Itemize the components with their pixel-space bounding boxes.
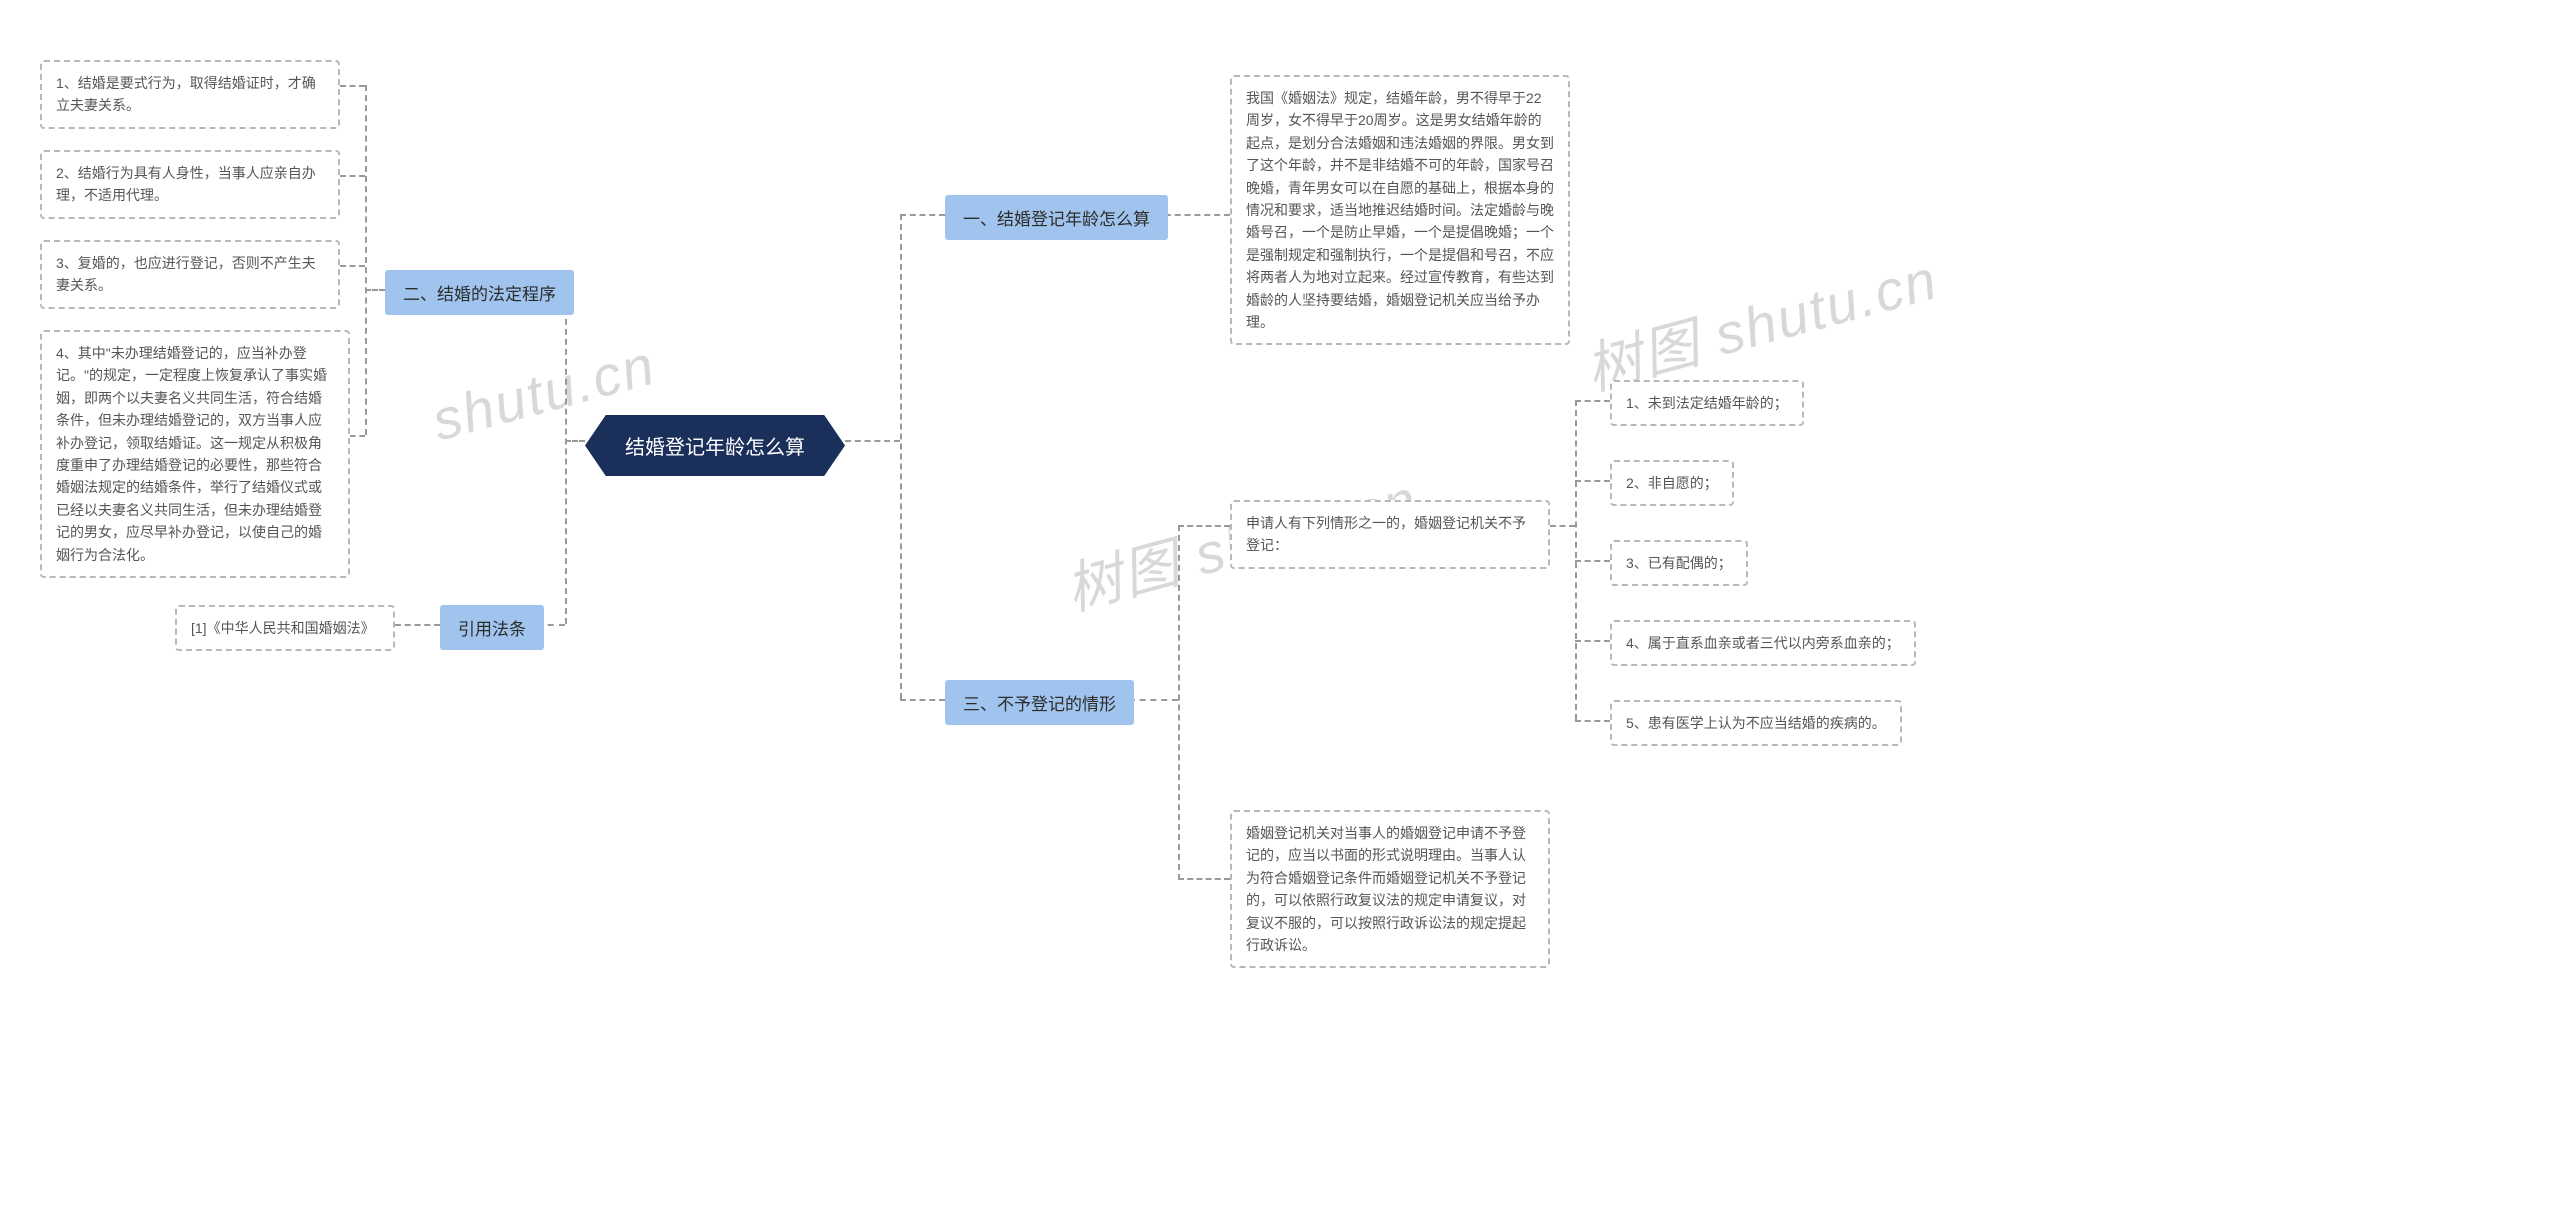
connector	[1575, 480, 1610, 482]
leaf-node-2-1: 1、结婚是要式行为，取得结婚证时，才确立夫妻关系。	[40, 60, 340, 129]
connector	[340, 85, 365, 87]
leaf-node-3-1-1: 1、未到法定结婚年龄的；	[1610, 380, 1804, 426]
connector	[1178, 525, 1180, 880]
connector	[1575, 400, 1610, 402]
center-node: 结婚登记年龄怎么算	[585, 415, 845, 476]
branch-node-1: 一、结婚登记年龄怎么算	[945, 195, 1168, 240]
connector	[350, 435, 365, 437]
branch-node-2: 二、结婚的法定程序	[385, 270, 574, 315]
connector	[900, 214, 902, 699]
leaf-node-3-1-3: 3、已有配偶的；	[1610, 540, 1748, 586]
leaf-node-2-2: 2、结婚行为具有人身性，当事人应亲自办理，不适用代理。	[40, 150, 340, 219]
leaf-node-2-3: 3、复婚的，也应进行登记，否则不产生夫妻关系。	[40, 240, 340, 309]
connector	[565, 289, 567, 624]
connector	[1178, 525, 1230, 527]
leaf-node-3-1-5: 5、患有医学上认为不应当结婚的疾病的。	[1610, 700, 1902, 746]
connector	[900, 699, 945, 701]
connector	[1575, 640, 1610, 642]
connector	[1178, 878, 1230, 880]
connector	[1575, 720, 1610, 722]
leaf-node-3-1: 申请人有下列情形之一的，婚姻登记机关不予登记：	[1230, 500, 1550, 569]
connector	[365, 289, 385, 291]
leaf-node-3-1-4: 4、属于直系血亲或者三代以内旁系血亲的；	[1610, 620, 1916, 666]
connector	[1550, 525, 1575, 527]
connector	[900, 214, 945, 216]
connector	[1575, 560, 1610, 562]
leaf-node-ref-1: [1]《中华人民共和国婚姻法》	[175, 605, 395, 651]
leaf-node-3-1-2: 2、非自愿的；	[1610, 460, 1734, 506]
connector	[365, 85, 367, 435]
branch-node-3: 三、不予登记的情形	[945, 680, 1134, 725]
connector	[340, 265, 365, 267]
connector	[340, 175, 365, 177]
leaf-node-2-4: 4、其中"未办理结婚登记的，应当补办登记。"的规定，一定程度上恢复承认了事实婚姻…	[40, 330, 350, 578]
connector	[845, 440, 900, 442]
branch-node-ref: 引用法条	[440, 605, 544, 650]
leaf-node-3-2: 婚姻登记机关对当事人的婚姻登记申请不予登记的，应当以书面的形式说明理由。当事人认…	[1230, 810, 1550, 968]
connector	[565, 440, 585, 442]
leaf-node-1-1: 我国《婚姻法》规定，结婚年龄，男不得早于22周岁，女不得早于20周岁。这是男女结…	[1230, 75, 1570, 345]
connector	[395, 624, 440, 626]
